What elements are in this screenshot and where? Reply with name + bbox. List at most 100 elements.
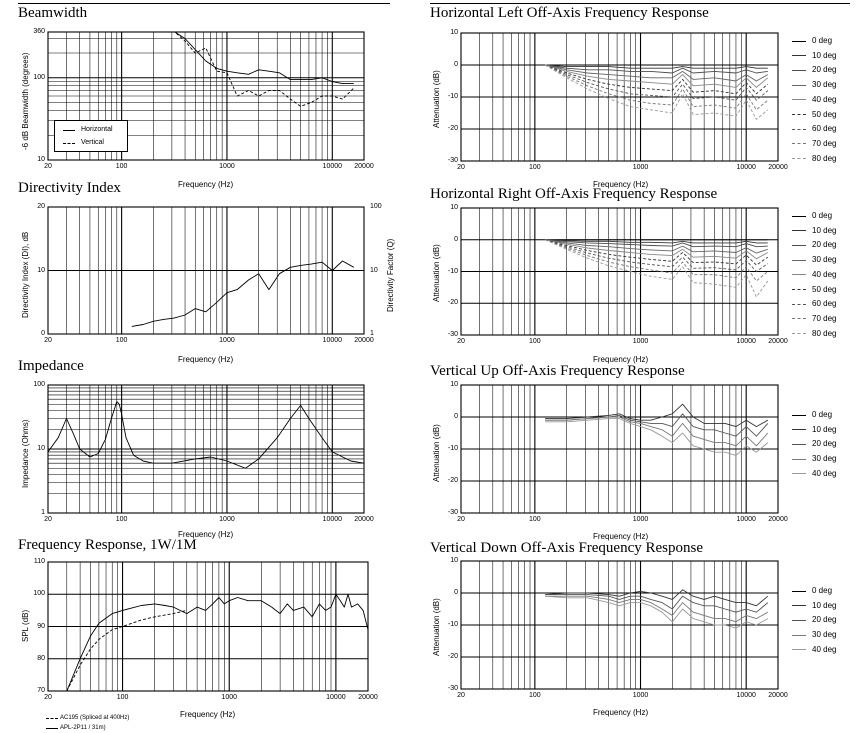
y-right-tick-label: 10 [370, 266, 378, 274]
legend-swatch [792, 443, 806, 445]
legend-item: 30 deg [792, 255, 836, 265]
chart-title: Vertical Down Off-Axis Frequency Respons… [430, 540, 703, 556]
y-tick-label: 0 [454, 235, 458, 243]
y-tick-label: 1 [41, 509, 45, 516]
y-tick-label: -30 [447, 685, 458, 692]
y-axis-label: Attenuation (dB) [432, 70, 441, 128]
series-line-ac195-spliced-at-400hz [66, 609, 187, 692]
legend-item: 20 deg [792, 240, 836, 250]
legend-item: 0 deg [792, 410, 832, 420]
y-right-tick-label: 100 [370, 203, 382, 210]
series-line-40-deg [544, 64, 769, 88]
legend-item: 80 deg [792, 154, 836, 164]
x-tick-label: 20 [44, 163, 52, 170]
legend-item: 10 deg [792, 226, 836, 236]
legend-swatch [792, 274, 806, 276]
x-tick-label: 10000 [322, 337, 343, 344]
chart-title: Beamwidth [18, 5, 88, 21]
series-line-40-deg [545, 418, 769, 456]
legend-swatch [792, 458, 806, 460]
legend-label: 30 deg [812, 255, 837, 265]
chart-title: Vertical Up Off-Axis Frequency Response [430, 363, 685, 379]
legend-item: 50 deg [792, 285, 836, 295]
x-axis-label: Frequency (Hz) [593, 532, 649, 541]
plot-frame [47, 31, 365, 161]
y-tick-label: 90 [37, 622, 45, 630]
legend-swatch [792, 158, 806, 160]
legend-label: 50 deg [812, 284, 837, 294]
legend-swatch [792, 303, 806, 305]
legend-swatch [792, 215, 806, 217]
legend-label: 80 deg [812, 328, 837, 338]
legend-item: 40 deg [792, 645, 836, 655]
x-tick-label: 20 [457, 338, 465, 345]
y-tick-label: 10 [450, 29, 458, 36]
legend-label: 30 deg [812, 454, 837, 464]
x-tick-label: 100 [529, 164, 541, 171]
legend-item: 20 deg [792, 615, 836, 625]
legend-item: 10 deg [792, 51, 836, 61]
x-tick-label: 20 [44, 337, 52, 344]
legend-label: 0 deg [812, 410, 833, 419]
y-tick-label: 10 [37, 156, 45, 163]
x-tick-label: 20 [457, 164, 465, 171]
x-tick-label: 20000 [768, 692, 788, 699]
legend-item: Vertical [63, 138, 104, 148]
legend-swatch [792, 55, 806, 57]
legend-item: AC195 (Spliced at 400Hz) [46, 714, 129, 722]
x-tick-label: 10000 [326, 694, 346, 701]
legend-item: 20 deg [792, 65, 836, 75]
plot-area [460, 384, 779, 514]
y-tick-label: 0 [454, 589, 458, 596]
legend-swatch [792, 114, 806, 115]
x-tick-label: 1000 [221, 694, 237, 701]
y-tick-label: 70 [37, 687, 45, 694]
legend-swatch [46, 717, 58, 719]
x-tick-label: 100 [115, 516, 128, 523]
legend-label: 30 deg [812, 80, 837, 90]
y-axis-label: Attenuation (dB) [432, 424, 441, 482]
y-tick-label: -10 [447, 267, 458, 275]
series-line-80-deg [544, 64, 769, 120]
legend-swatch [792, 289, 806, 290]
plot-area [47, 31, 365, 161]
y-tick-label: 10 [450, 381, 458, 388]
y-right-tick-label: 1 [370, 330, 374, 337]
legend-item: 10 deg [792, 601, 836, 611]
x-tick-label: 20000 [358, 694, 378, 701]
legend-swatch [792, 230, 806, 232]
legend-swatch [792, 99, 806, 101]
legend-label: APL-2P11 / 31m) [60, 725, 106, 731]
series-line-20-deg [545, 64, 768, 74]
series-line-10-deg [545, 589, 769, 607]
y-tick-label: 10 [37, 266, 45, 274]
legend-item: 40 deg [792, 270, 836, 280]
y-tick-label: 80 [37, 654, 45, 662]
x-tick-label: 10000 [736, 516, 756, 523]
y-tick-label: -20 [447, 125, 458, 132]
y-axis-label: Impedance (Ohms) [21, 419, 30, 488]
legend-item: 30 deg [792, 630, 836, 640]
x-tick-label: 20 [457, 692, 465, 699]
legend-label: 70 deg [812, 313, 837, 323]
x-tick-label: 10000 [322, 516, 343, 523]
y-tick-label: -10 [447, 621, 458, 628]
y-axis-label-right: Directivity Factor (Q) [386, 238, 395, 312]
plot-frame [460, 560, 779, 690]
x-axis-label: Frequency (Hz) [178, 530, 234, 539]
y-tick-label: 110 [33, 558, 45, 565]
legend-swatch [792, 333, 806, 335]
legend-item: APL-2P11 / 31m) [46, 724, 106, 732]
legend-swatch [792, 590, 806, 592]
series-line-20-deg [545, 594, 769, 613]
chart-title: Directivity Index [18, 180, 121, 196]
plot-frame [47, 384, 365, 514]
plot-frame [460, 32, 779, 162]
y-tick-label: 100 [33, 73, 45, 81]
y-tick-label: -10 [447, 93, 458, 100]
series-line-horizontal [131, 31, 354, 85]
legend-label: 10 deg [812, 225, 837, 235]
x-tick-label: 1000 [219, 163, 235, 170]
series-line-apl-2p11-31m [66, 593, 369, 692]
legend-swatch [792, 429, 806, 431]
